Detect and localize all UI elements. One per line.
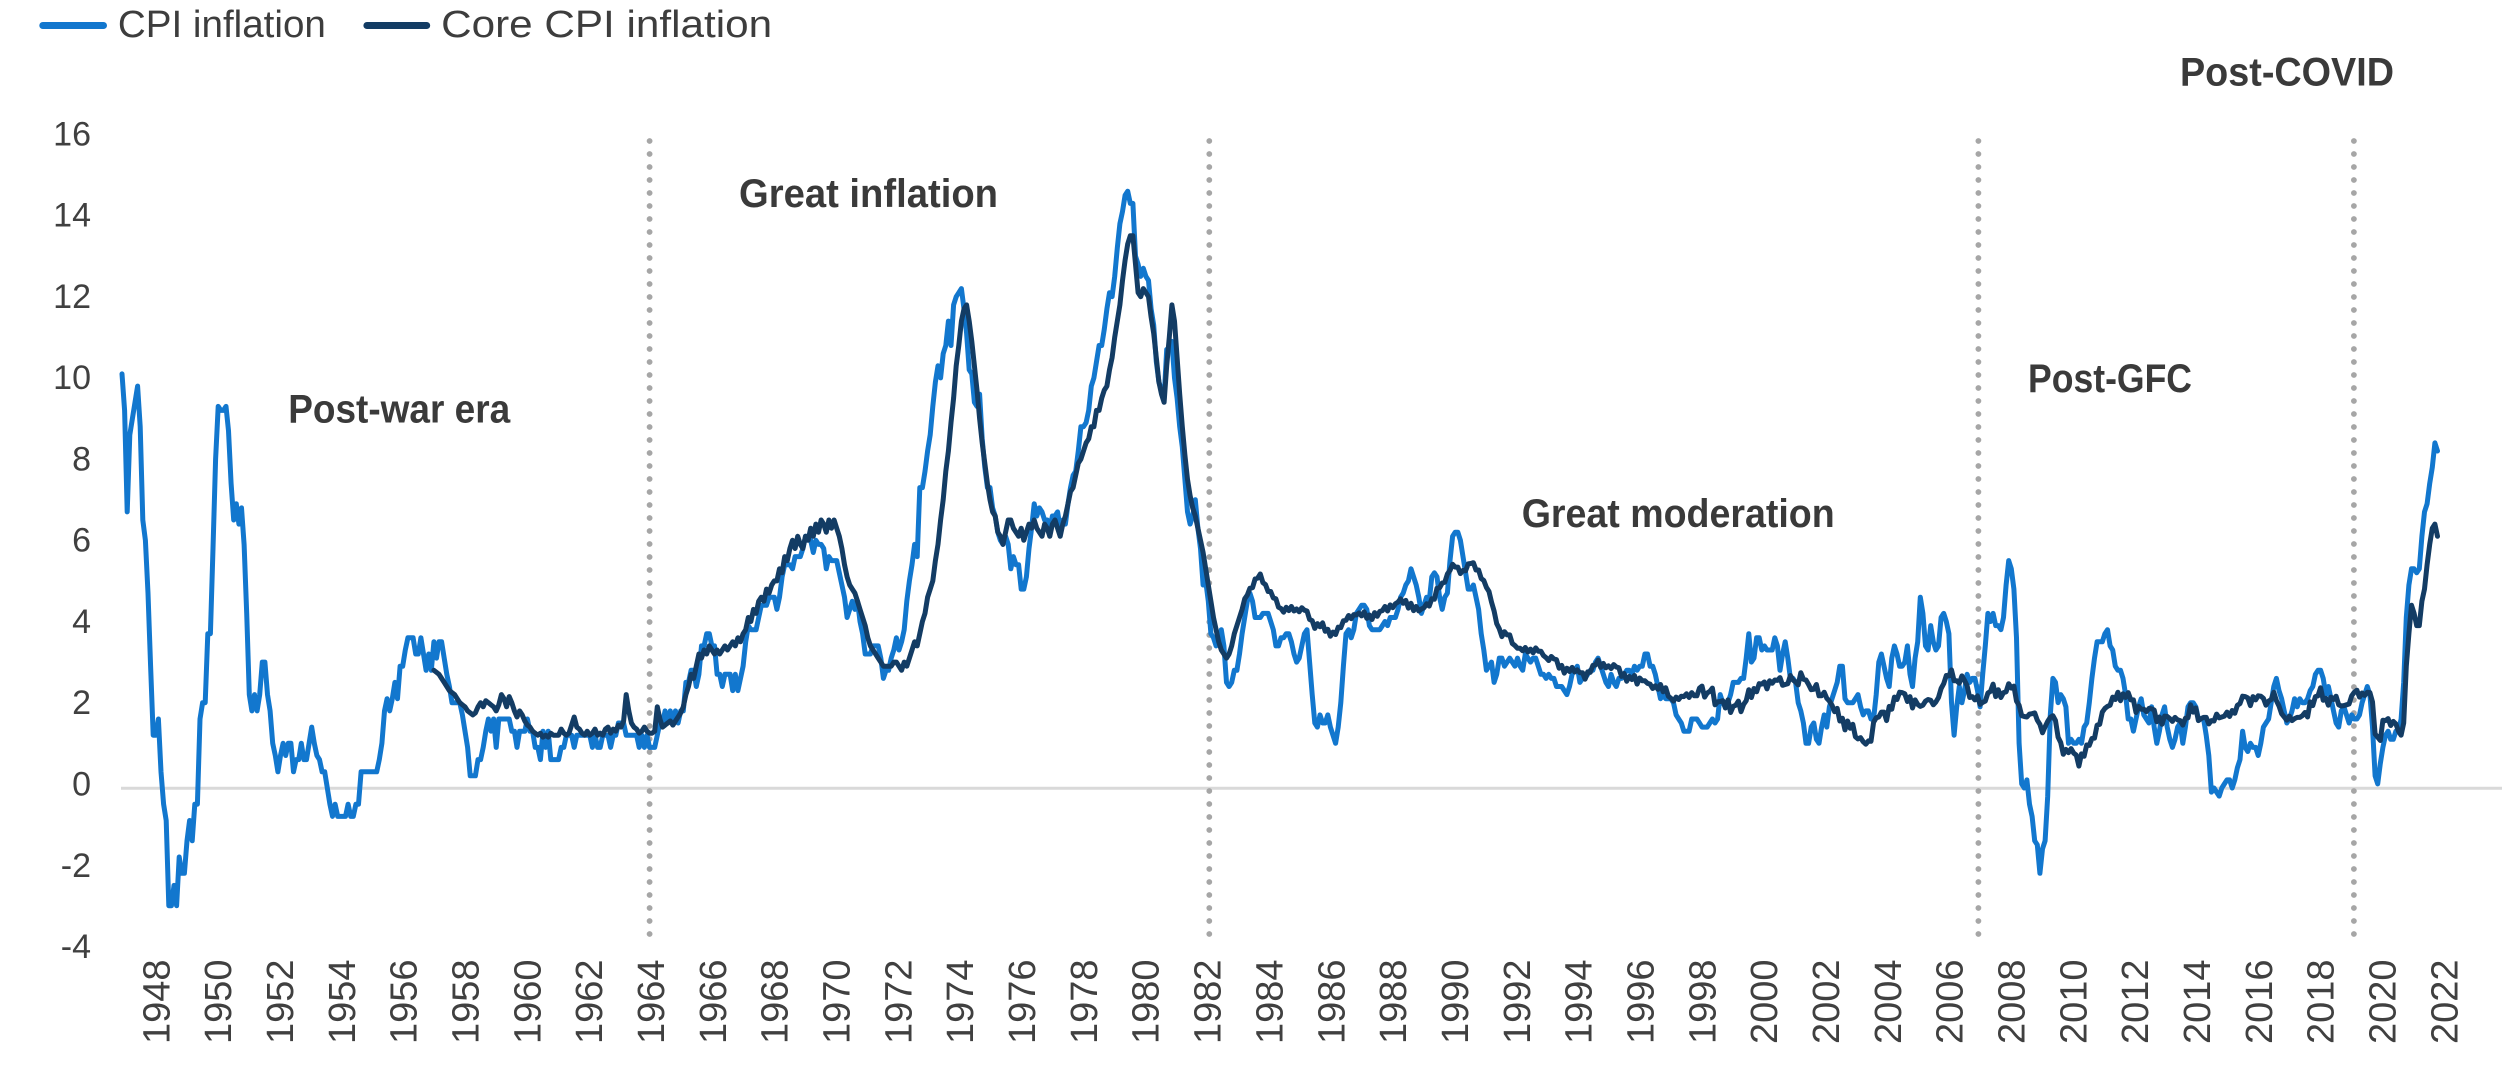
svg-text:1968: 1968 [755,959,797,1044]
svg-text:1952: 1952 [260,959,302,1044]
svg-text:1950: 1950 [198,959,240,1044]
svg-text:1996: 1996 [1621,959,1663,1044]
svg-text:1954: 1954 [322,959,364,1044]
svg-text:1962: 1962 [569,959,611,1044]
svg-text:6: 6 [72,522,91,560]
svg-text:-2: -2 [61,847,91,885]
svg-text:1972: 1972 [878,959,920,1044]
svg-text:8: 8 [72,440,91,478]
svg-text:2018: 2018 [2301,959,2343,1044]
svg-text:1976: 1976 [1002,959,1044,1044]
svg-text:1982: 1982 [1188,959,1230,1044]
svg-text:1956: 1956 [384,959,426,1044]
svg-text:2016: 2016 [2239,959,2281,1044]
svg-text:10: 10 [53,359,91,397]
svg-text:2004: 2004 [1868,959,1910,1044]
svg-text:1974: 1974 [940,959,982,1044]
svg-text:Post-COVID: Post-COVID [2180,50,2394,94]
svg-text:1984: 1984 [1249,959,1291,1044]
svg-text:1960: 1960 [507,959,549,1044]
svg-text:-4: -4 [61,928,91,966]
svg-text:1994: 1994 [1559,959,1601,1044]
svg-text:2022: 2022 [2424,959,2466,1044]
svg-text:1958: 1958 [446,959,488,1044]
svg-text:1992: 1992 [1497,959,1539,1044]
svg-text:12: 12 [53,278,91,316]
svg-text:2012: 2012 [2115,959,2157,1044]
svg-text:2020: 2020 [2363,959,2405,1044]
svg-text:4: 4 [72,603,91,641]
svg-text:1980: 1980 [1126,959,1168,1044]
svg-text:16: 16 [53,115,91,153]
svg-text:1978: 1978 [1064,959,1106,1044]
svg-text:0: 0 [72,766,91,804]
svg-text:2008: 2008 [1992,959,2034,1044]
svg-text:Great moderation: Great moderation [1522,492,1835,536]
svg-text:1988: 1988 [1373,959,1415,1044]
svg-text:Post-GFC: Post-GFC [2028,357,2192,401]
svg-text:Great inflation: Great inflation [739,172,998,216]
svg-text:1966: 1966 [693,959,735,1044]
svg-text:2014: 2014 [2177,959,2219,1044]
svg-text:Core CPI inflation: Core CPI inflation [441,4,772,46]
svg-text:Post-war era: Post-war era [288,388,511,432]
svg-text:1986: 1986 [1311,959,1353,1044]
svg-text:2000: 2000 [1744,959,1786,1044]
svg-text:1990: 1990 [1435,959,1477,1044]
svg-text:1998: 1998 [1682,959,1724,1044]
svg-text:2010: 2010 [2053,959,2095,1044]
svg-text:14: 14 [53,197,91,235]
svg-text:1948: 1948 [136,959,178,1044]
svg-text:2: 2 [72,684,91,722]
svg-text:2006: 2006 [1930,959,1972,1044]
svg-text:CPI inflation: CPI inflation [118,4,326,46]
svg-text:2002: 2002 [1806,959,1848,1044]
svg-text:1964: 1964 [631,959,673,1044]
svg-text:1970: 1970 [817,959,859,1044]
